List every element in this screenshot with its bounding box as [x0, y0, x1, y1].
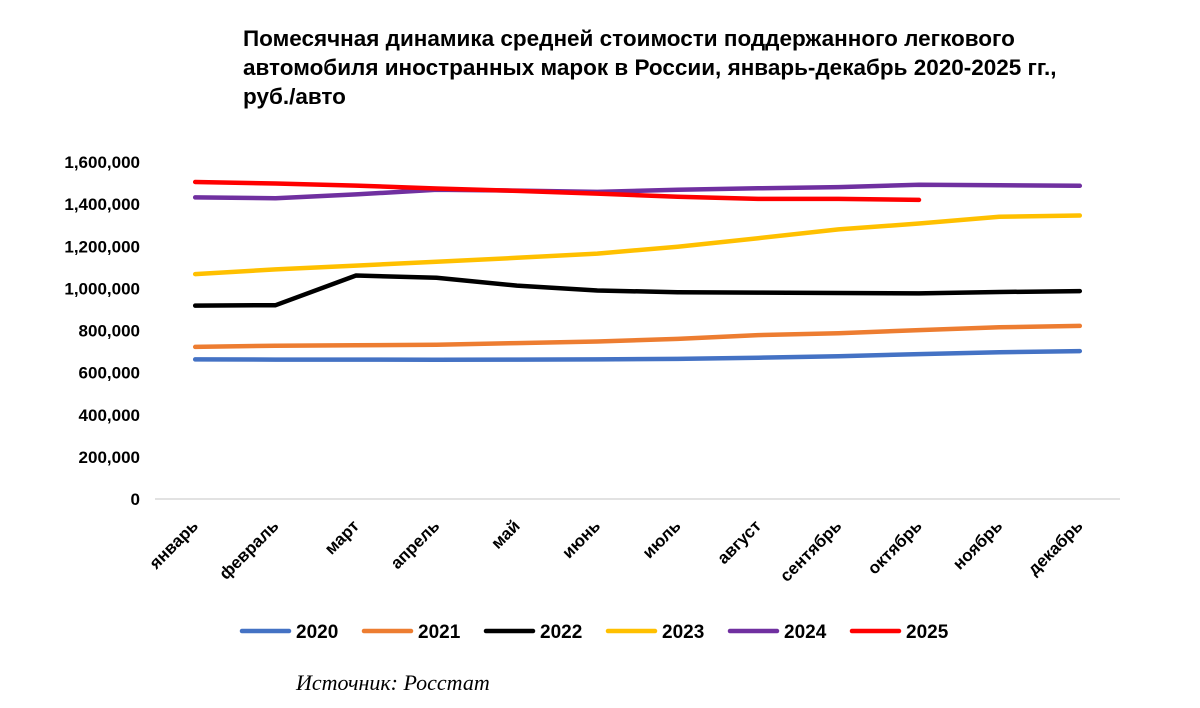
x-tick-label: март: [321, 516, 363, 558]
series-line-2021: [192, 323, 1083, 350]
x-tick-label: май: [487, 516, 523, 552]
legend-label-2021: 2021: [418, 622, 461, 643]
legend-label-2024: 2024: [784, 622, 827, 643]
chart-title: Помесячная динамика средней стоимости по…: [243, 24, 1163, 111]
y-tick-label: 1,600,000: [64, 153, 140, 172]
x-tick-label: январь: [145, 516, 202, 573]
series-line-2025: [192, 179, 922, 203]
legend-label-2025: 2025: [906, 622, 949, 643]
x-tick-label: июнь: [558, 516, 604, 562]
chart-title-line: автомобиля иностранных марок в России, я…: [243, 55, 1057, 80]
x-tick-label: август: [713, 516, 764, 567]
series-line-2022: [192, 273, 1083, 308]
series-line-2020: [192, 348, 1083, 363]
x-tick-label: апрель: [387, 516, 443, 572]
y-tick-label: 1,400,000: [64, 195, 140, 214]
x-tick-label: декабрь: [1024, 516, 1087, 579]
y-tick-label: 600,000: [79, 364, 140, 383]
series-line-2024: [192, 182, 1083, 201]
x-tick-label: ноябрь: [949, 516, 1006, 573]
x-tick-label: сентябрь: [776, 516, 845, 585]
y-tick-label: 1,200,000: [64, 237, 140, 256]
series-line-2023: [192, 213, 1083, 277]
legend-label-2020: 2020: [296, 622, 338, 643]
x-tick-label: июль: [639, 516, 685, 562]
legend-label-2023: 2023: [662, 622, 704, 643]
y-tick-label: 800,000: [79, 322, 140, 341]
x-tick-label: октябрь: [864, 516, 926, 578]
y-axis-labels: 0 200,000 400,000 600,000 800,000 1,000,000 1,…: [64, 153, 140, 509]
x-tick-label: февраль: [216, 516, 283, 583]
y-tick-label: 1,000,000: [64, 279, 140, 298]
source-note: Источник: Росстат: [296, 670, 490, 695]
chart-title-line: руб./авто: [243, 84, 346, 109]
legend-label-2022: 2022: [540, 622, 582, 643]
series-lines: [192, 179, 1083, 363]
y-tick-label: 400,000: [79, 406, 140, 425]
legend: 2020 2021 2022 2023 2024 2025: [239, 622, 949, 643]
y-tick-label: 0: [131, 490, 140, 509]
chart-title-line: Помесячная динамика средней стоимости по…: [243, 26, 1015, 51]
x-axis-labels: январь февраль март апрель май июнь июль август…: [145, 516, 1087, 585]
y-tick-label: 200,000: [79, 448, 140, 467]
